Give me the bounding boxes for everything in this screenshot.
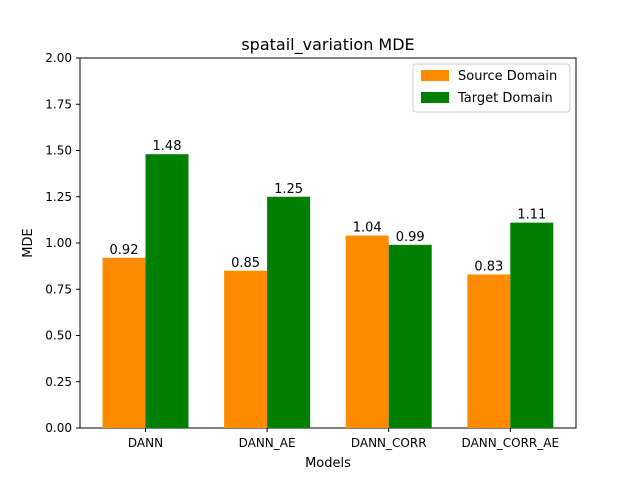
x-axis: DANN DANN_AE DANN_CORR DANN_CORR_AE <box>128 428 559 450</box>
y-tick-label: 1.50 <box>45 144 72 158</box>
data-label: 1.48 <box>153 139 182 154</box>
x-tick-label: DANN_CORR_AE <box>462 436 559 450</box>
bar-target-domain <box>145 154 189 428</box>
legend-label-source: Source Domain <box>458 69 557 84</box>
x-axis-label: Models <box>305 456 351 471</box>
bar-source-domain <box>102 257 146 428</box>
y-tick-label: 0.75 <box>45 282 72 296</box>
y-tick-label: 1.25 <box>45 190 72 204</box>
bar-source-domain <box>345 235 389 428</box>
chart-title: spatail_variation MDE <box>241 35 414 55</box>
bar-source-domain <box>224 270 268 428</box>
y-tick-label: 0.00 <box>45 421 72 435</box>
data-label: 0.85 <box>231 256 260 271</box>
y-axis-label: MDE <box>21 228 36 257</box>
data-label: 1.25 <box>274 182 303 197</box>
legend-frame <box>412 63 571 113</box>
y-tick-label: 2.00 <box>45 51 72 65</box>
legend-label-target: Target Domain <box>457 91 553 106</box>
bars-layer: 0.92 1.48 0.85 1.25 1.04 0.99 0.83 1.11 <box>102 139 554 428</box>
y-axis: 0.00 0.25 0.50 0.75 1.00 1.25 1.50 1.75 2.00 <box>45 51 80 435</box>
y-tick-label: 1.75 <box>45 97 72 111</box>
bar-target-domain <box>510 222 554 428</box>
data-label: 1.11 <box>517 208 546 223</box>
data-label: 0.92 <box>110 243 139 258</box>
x-tick-label: DANN <box>128 436 163 450</box>
data-label: 0.83 <box>474 259 503 274</box>
bar-target-domain <box>388 244 432 428</box>
x-tick-label: DANN_AE <box>239 436 296 450</box>
y-tick-label: 0.25 <box>45 375 72 389</box>
data-label: 1.04 <box>353 221 382 236</box>
legend-swatch-source <box>421 70 449 81</box>
bar-target-domain <box>267 196 311 428</box>
legend-swatch-target <box>421 92 449 103</box>
y-tick-label: 0.50 <box>45 329 72 343</box>
data-label: 0.99 <box>396 230 425 245</box>
y-tick-label: 1.00 <box>45 236 72 250</box>
bar-source-domain <box>467 274 511 428</box>
x-tick-label: DANN_CORR <box>351 436 427 450</box>
legend: Source Domain Target Domain <box>412 63 571 113</box>
